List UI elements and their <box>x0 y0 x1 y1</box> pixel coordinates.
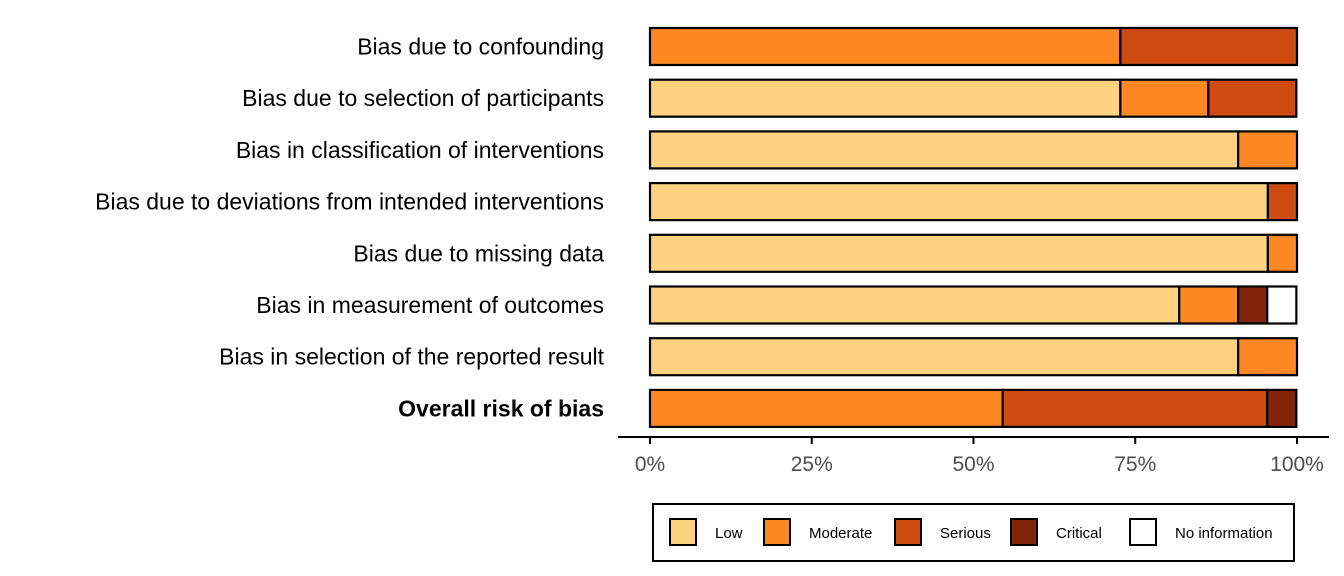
legend: Low Moderate Serious Critical No information <box>652 503 1295 562</box>
stacked-bars <box>648 26 1299 428</box>
bar-segment-low <box>648 182 1269 222</box>
category-label-bias-in-measurement-of-outcomes: Bias in measurement of outcomes <box>256 292 604 318</box>
legend-label-low: Low <box>715 525 743 542</box>
bar-segment-critical <box>1237 285 1269 325</box>
category-label-bias-in-classification-of-interventions: Bias in classification of interventions <box>236 137 604 163</box>
bar-segment-moderate <box>1237 337 1299 377</box>
legend-key-low <box>669 518 697 546</box>
x-tick-label: 100% <box>1270 453 1324 476</box>
legend-label-no-information: No information <box>1175 525 1273 542</box>
legend-label-serious: Serious <box>940 525 991 542</box>
bar-segment-serious <box>1119 26 1299 67</box>
legend-label-critical: Critical <box>1056 525 1102 542</box>
bar-segment-serious <box>1001 388 1269 428</box>
bar-segment-low <box>648 233 1269 273</box>
bar-segment-serious <box>1207 78 1298 118</box>
bar-segment-critical <box>1266 388 1298 428</box>
bar-segment-low <box>648 78 1122 118</box>
bar-segment-low <box>648 285 1181 325</box>
bar-segment-serious <box>1266 182 1299 222</box>
x-tick-label: 25% <box>791 453 833 476</box>
bar-segment-no-information <box>1266 285 1298 325</box>
legend-label-moderate: Moderate <box>809 525 872 542</box>
bar-segment-moderate <box>648 26 1122 67</box>
x-tick-label: 0% <box>635 453 665 476</box>
category-label-bias-due-to-missing-data: Bias due to missing data <box>353 240 604 266</box>
x-axis: 0% 25% 50% 75% 100% <box>618 436 1329 476</box>
x-tick-label: 50% <box>952 453 994 476</box>
legend-key-critical <box>1010 518 1038 546</box>
category-label-bias-due-to-deviations-from-intended-interventions: Bias due to deviations from intended int… <box>95 189 604 215</box>
bar-segment-low <box>648 337 1240 377</box>
bar-segment-moderate <box>1237 130 1299 170</box>
bar-segment-moderate <box>1266 233 1299 273</box>
legend-key-no-information <box>1129 518 1157 546</box>
legend-key-serious <box>894 518 922 546</box>
category-label-bias-due-to-confounding: Bias due to confounding <box>357 34 604 60</box>
legend-key-moderate <box>763 518 791 546</box>
bar-segment-moderate <box>648 388 1004 428</box>
category-labels: Bias due to confounding Bias due to selec… <box>95 34 604 422</box>
bar-segment-low <box>648 130 1240 170</box>
x-tick-label: 75% <box>1114 453 1156 476</box>
category-label-overall-risk-of-bias: Overall risk of bias <box>398 395 604 421</box>
bar-segment-moderate <box>1178 285 1240 325</box>
category-label-bias-in-selection-of-the-reported-result: Bias in selection of the reported result <box>219 344 604 370</box>
bar-segment-moderate <box>1119 78 1210 118</box>
category-label-bias-due-to-selection-of-participants: Bias due to selection of participants <box>242 85 604 111</box>
legend-box <box>652 503 1295 562</box>
